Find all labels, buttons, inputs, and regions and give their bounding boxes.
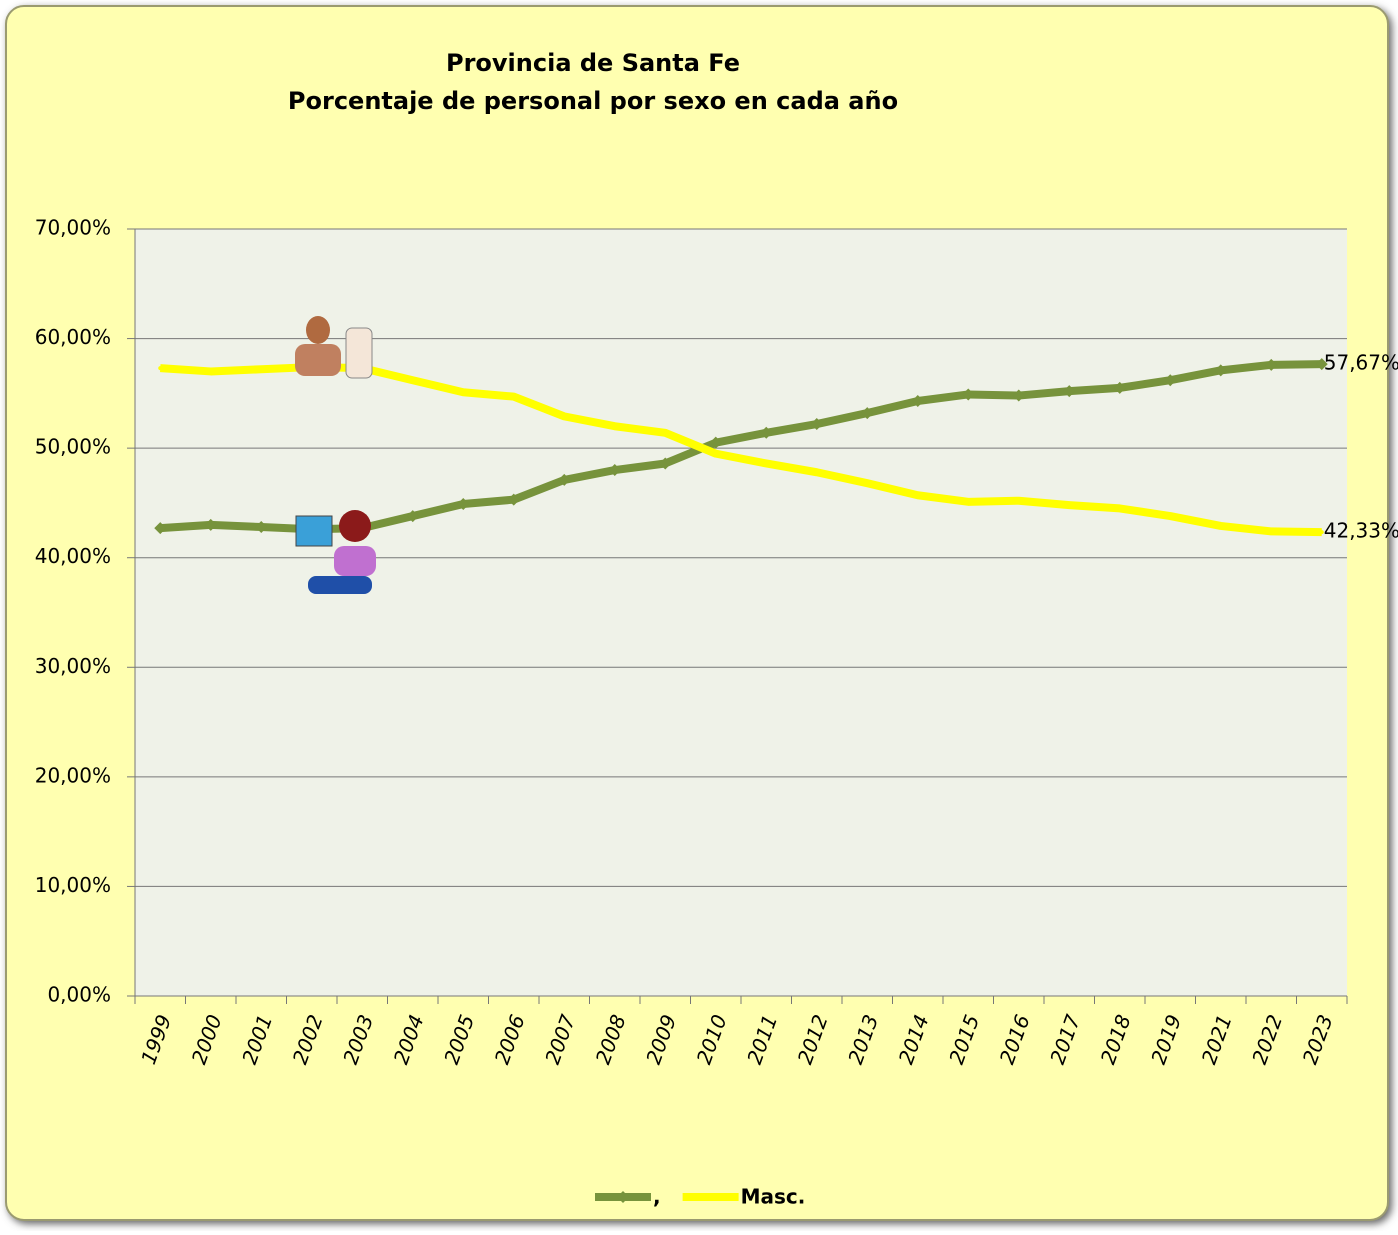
chart-subtitle: Porcentaje de personal por sexo en cada … <box>288 87 898 115</box>
data-label: 57,67% <box>1324 351 1398 375</box>
data-point <box>1113 381 1126 394</box>
data-point <box>255 521 268 534</box>
data-point <box>1319 530 1324 535</box>
clipart-man-body <box>295 344 341 376</box>
data-point <box>562 414 567 419</box>
legend-marker <box>617 1191 629 1203</box>
data-point <box>1016 498 1021 503</box>
data-point <box>1117 506 1122 511</box>
data-point <box>154 522 167 535</box>
clipart <box>295 316 376 594</box>
legend-label: , <box>653 1185 661 1209</box>
y-tick-label: 0,00% <box>47 983 111 1007</box>
clipart-chair <box>308 576 372 594</box>
legend-label: Masc. <box>741 1185 806 1209</box>
data-point <box>406 510 419 523</box>
data-point <box>457 498 470 511</box>
data-point <box>1012 389 1025 402</box>
data-point <box>1218 523 1223 528</box>
data-point <box>962 388 975 401</box>
data-point <box>911 395 924 408</box>
data-point <box>608 464 621 477</box>
data-point <box>1168 514 1173 519</box>
data-point <box>410 378 415 383</box>
y-tick-label: 70,00% <box>35 216 111 240</box>
data-point <box>1164 374 1177 387</box>
y-tick-label: 40,00% <box>35 544 111 568</box>
y-tick-label: 60,00% <box>35 325 111 349</box>
data-point <box>709 436 722 449</box>
clipart-woman-body <box>334 546 376 576</box>
data-point <box>865 481 870 486</box>
clipart-monitor <box>295 515 333 547</box>
data-point <box>461 390 466 395</box>
data-point <box>1269 529 1274 534</box>
data-point <box>612 424 617 429</box>
data-point <box>158 366 163 371</box>
chart-title: Provincia de Santa Fe <box>446 49 740 77</box>
clipart-man-head <box>306 316 330 344</box>
data-point <box>861 407 874 420</box>
data-point <box>814 470 819 475</box>
data-point <box>1265 358 1278 371</box>
data-point <box>713 451 718 456</box>
data-point <box>259 367 264 372</box>
y-tick-label: 10,00% <box>35 873 111 897</box>
data-point <box>558 473 571 486</box>
data-point <box>764 461 769 466</box>
data-point <box>511 394 516 399</box>
data-point <box>1063 385 1076 398</box>
data-label: 42,33% <box>1324 519 1398 543</box>
y-tick-label: 30,00% <box>35 654 111 678</box>
data-point <box>208 369 213 374</box>
y-tick-label: 20,00% <box>35 763 111 787</box>
data-point <box>663 430 668 435</box>
data-point <box>810 418 823 431</box>
data-point <box>966 499 971 504</box>
data-point <box>1315 358 1328 371</box>
data-point <box>760 426 773 439</box>
data-point <box>204 518 217 531</box>
data-point <box>1067 503 1072 508</box>
data-point <box>915 493 920 498</box>
data-point <box>659 457 672 470</box>
data-point <box>1214 364 1227 377</box>
clipart-woman-hair <box>339 510 371 542</box>
data-point <box>507 493 520 506</box>
y-tick-label: 50,00% <box>35 435 111 459</box>
clipart-papers <box>345 327 373 379</box>
